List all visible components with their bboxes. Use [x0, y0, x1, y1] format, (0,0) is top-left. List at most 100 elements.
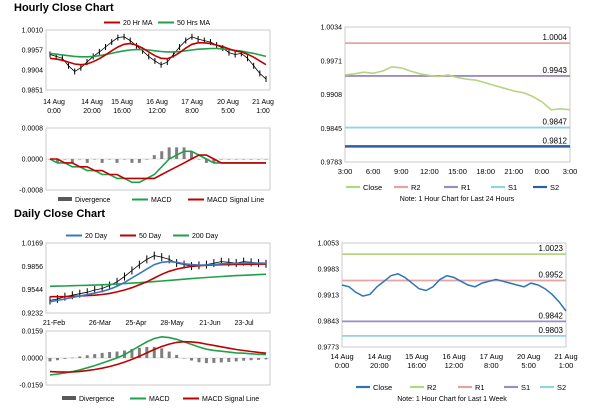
hourly-price-xtick: 0:00 [47, 108, 61, 115]
hourly24-level-label-s1: 0.9847 [543, 118, 568, 127]
hourly-macd-ytick: 0.0008 [22, 126, 44, 133]
daily-divergence-bar [48, 358, 52, 362]
hourly24-level-label-s2: 0.9812 [543, 136, 568, 145]
hourly-price-xtick: 15 Aug [111, 99, 133, 106]
hourly-macd-ytick: -0.0008 [19, 188, 43, 195]
hourly-divergence-bar [63, 159, 67, 160]
hourly-divergence-bar [190, 151, 194, 159]
daily-divergence-bar [264, 358, 268, 360]
hourly-legend-20hr-label: 20 Hr MA [123, 20, 153, 27]
hourly-divergence-bar [115, 159, 119, 163]
daily-legend-macd-label: MACD [149, 396, 170, 403]
hourly-price-xtick: 20:00 [83, 108, 101, 115]
hourly24-legend-label: R2 [411, 183, 421, 192]
hourly24-xtick: 21:00 [504, 167, 523, 176]
hourly-divergence-bar [85, 159, 89, 163]
daily-price-xtick: 21-Jun [199, 320, 221, 327]
daily-divergence-bar [219, 358, 223, 363]
week-xtick: 1:00 [559, 361, 574, 370]
week-level-label-s1: 0.9842 [539, 311, 564, 320]
week-xtick: 14 Aug [330, 352, 353, 361]
hourly24-ytick: 0.9845 [321, 126, 343, 133]
daily-divergence-bar [108, 352, 112, 358]
hourly24-legend-label: Close [363, 183, 382, 192]
daily-price-line [49, 255, 267, 301]
daily-ma200-line [49, 273, 267, 288]
daily-price-ytick: 0.9232 [22, 311, 44, 318]
hourly-legend-signal-label: MACD Signal Line [207, 197, 264, 204]
daily-divergence-bar [197, 358, 201, 363]
hourly-price-xtick: 5:00 [221, 108, 235, 115]
hourly-divergence-bar [122, 159, 126, 160]
hourly-price-xtick: 12:00 [148, 108, 166, 115]
week-legend-label: R1 [475, 383, 485, 392]
daily-divergence-bar [137, 347, 141, 358]
hourly24-xtick: 15:00 [448, 167, 467, 176]
daily-legend-divergence-label: Divergence [79, 396, 115, 403]
daily-macd-ytick: -0.0159 [19, 383, 43, 390]
daily-legend-divergence-swatch [62, 396, 76, 400]
daily-divergence-bar [152, 346, 156, 358]
daily-price-xtick: 23-Jul [234, 320, 254, 327]
daily-price-xtick: 21-Feb [43, 320, 65, 327]
daily-divergence-bar [234, 358, 238, 362]
week-xtick: 21 Aug [554, 352, 577, 361]
week-legend-label: Close [373, 383, 392, 392]
daily-ma50-line [50, 263, 266, 298]
hourly-divergence-bar [55, 159, 59, 163]
daily-price-ytick: 0.9856 [22, 264, 44, 271]
daily-legend-200day-label: 200 Day [192, 233, 219, 240]
hourly-divergence-bar [242, 159, 246, 160]
daily-divergence-bar [212, 358, 216, 363]
daily-divergence-bar [100, 352, 104, 358]
week-xtick: 5:00 [521, 361, 536, 370]
daily-macd-ytick: 0.0159 [22, 329, 44, 336]
hourly-price-xtick: 14 Aug [43, 99, 65, 106]
hourly-divergence-bar [145, 159, 149, 160]
week-xtick: 8:00 [484, 361, 499, 370]
daily-divergence-bar [257, 358, 261, 360]
week-level-label-s2: 0.9803 [539, 326, 564, 335]
hourly24-ytick: 1.0034 [321, 25, 343, 32]
week-xtick: 16 Aug [442, 352, 465, 361]
daily-divergence-bar [78, 356, 82, 358]
week-level-label-r1: 0.9952 [539, 271, 564, 280]
hourly-signal-line [50, 154, 266, 180]
daily-divergence-bar [85, 355, 89, 358]
daily-price-xtick: 25-Apr [125, 320, 147, 327]
week-ytick: 0.9843 [318, 319, 340, 326]
hourly-divergence-bar [212, 159, 216, 163]
daily-divergence-bar [204, 358, 208, 364]
hourly-legend-divergence-swatch [58, 197, 72, 201]
daily-divergence-bar [70, 357, 74, 359]
hourly-divergence-bar [227, 159, 231, 160]
daily-price-frame [45, 242, 271, 314]
hourly-divergence-bar [197, 159, 201, 160]
daily-legend-50day-label: 50 Day [139, 233, 162, 240]
daily-section-title: Daily Close Chart [14, 208, 106, 220]
hourly-price-xtick: 14 Aug [81, 99, 103, 106]
daily-price-xtick: 28-May [160, 320, 184, 327]
week-ytick: 0.9983 [318, 267, 340, 274]
hourly-divergence-bar [137, 159, 141, 163]
hourly24-xtick: 9:00 [394, 167, 409, 176]
daily-divergence-bar [249, 358, 253, 361]
hourly-price-xtick: 16:00 [113, 108, 131, 115]
week-xtick: 12:00 [445, 361, 464, 370]
daily-price-xtick: 26-Mar [89, 320, 112, 327]
hourly-price-xtick: 8:00 [185, 108, 199, 115]
hourly24-xtick: 6:00 [366, 167, 381, 176]
daily-legend-signal-label: MACD Signal Line [202, 396, 259, 403]
week-ytick: 0.9773 [318, 345, 340, 352]
week-ytick: 1.0053 [318, 241, 340, 248]
hourly-divergence-bar [219, 159, 223, 160]
hourly-divergence-bar [175, 147, 179, 159]
hourly24-legend-label: S2 [550, 183, 559, 192]
hourly-price-ytick: 0.9904 [22, 68, 44, 75]
hourly24-ytick: 0.9783 [321, 160, 343, 167]
week-xtick: 16:00 [407, 361, 426, 370]
hourly-divergence-bar [93, 159, 97, 160]
hourly-legend-divergence-label: Divergence [75, 197, 111, 204]
hourly-divergence-bar [160, 151, 164, 159]
